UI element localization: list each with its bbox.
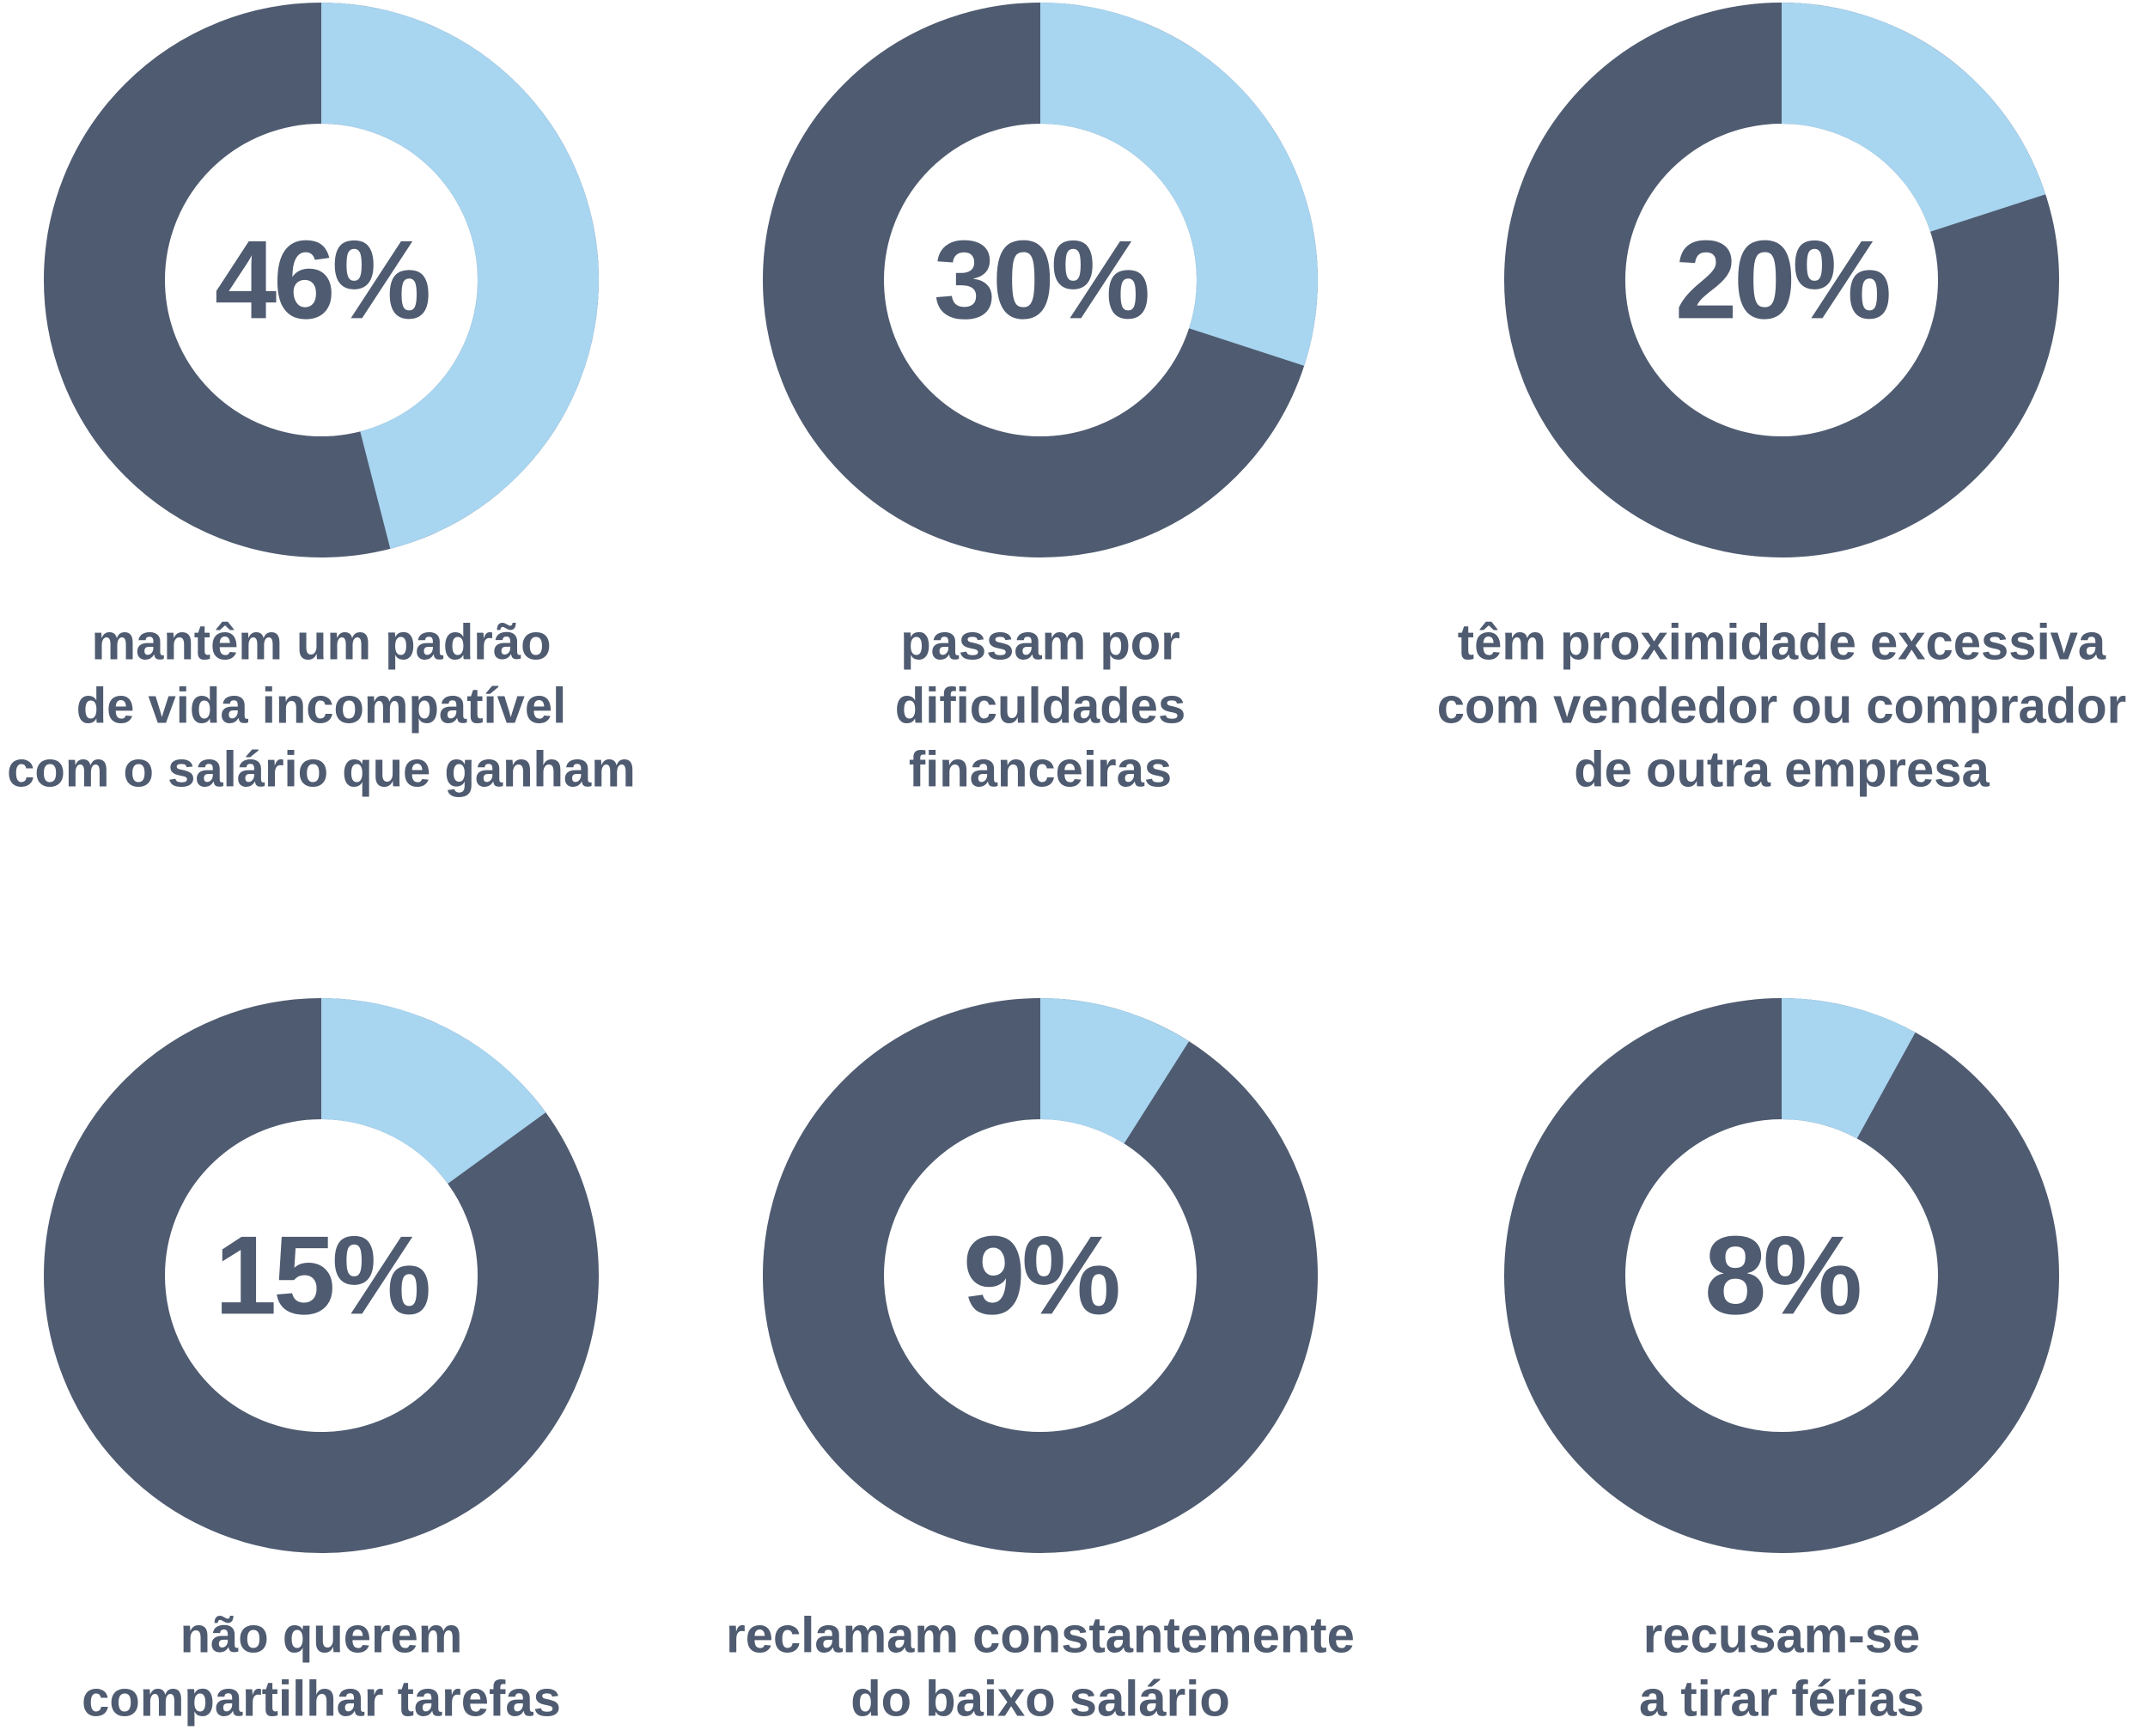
donut-chart: 15% não querem compartilhar tarefas [44,998,599,1727]
caption-line: recusam-se [1643,1607,1920,1663]
donut-chart: 8% recusam-se a tirar férias [1504,998,2059,1727]
caption-line: dificuldades [895,678,1185,734]
donut-chart: 30% passam por dificuldades financeiras [763,3,1318,797]
caption-line: com o salário que ganham [7,741,636,797]
percent-label: 15% [215,1212,430,1337]
donut-segment [1782,3,2046,232]
donut-segment [1782,998,1916,1139]
caption-line: financeiras [909,741,1172,797]
donut-chart: 20% têm proximidade excessiva com vendedor… [1437,3,2126,797]
caption-line: reclamam constantemente [726,1607,1355,1663]
caption-line: com vendedor ou comprador [1437,678,2126,734]
percent-label: 46% [215,216,430,342]
donut-segment [321,998,546,1185]
donut-chart: 46% mantêm um padrão de vida incompatível c… [7,3,636,797]
donut-segment [321,3,600,549]
caption-line: do baixo salário [850,1671,1230,1727]
percent-label: 20% [1675,216,1890,342]
percent-label: 9% [963,1212,1118,1337]
percent-label: 30% [934,216,1149,342]
caption-line: compartilhar tarefas [82,1671,561,1727]
caption-line: mantêm um padrão [92,614,552,670]
caption-line: têm proximidade excessiva [1458,614,2106,670]
caption-line: de outra empresa [1574,741,1990,797]
caption-line: não querem [180,1607,463,1663]
caption-line: de vida incompatível [76,678,567,734]
caption-line: a tirar férias [1639,1671,1924,1727]
donut-chart: 9% reclamam constantemente do baixo salári… [726,998,1355,1727]
caption-line: passam por [900,614,1180,670]
percent-label: 8% [1704,1212,1860,1337]
donut-segment [1040,3,1318,366]
donut-segment [1040,998,1190,1144]
